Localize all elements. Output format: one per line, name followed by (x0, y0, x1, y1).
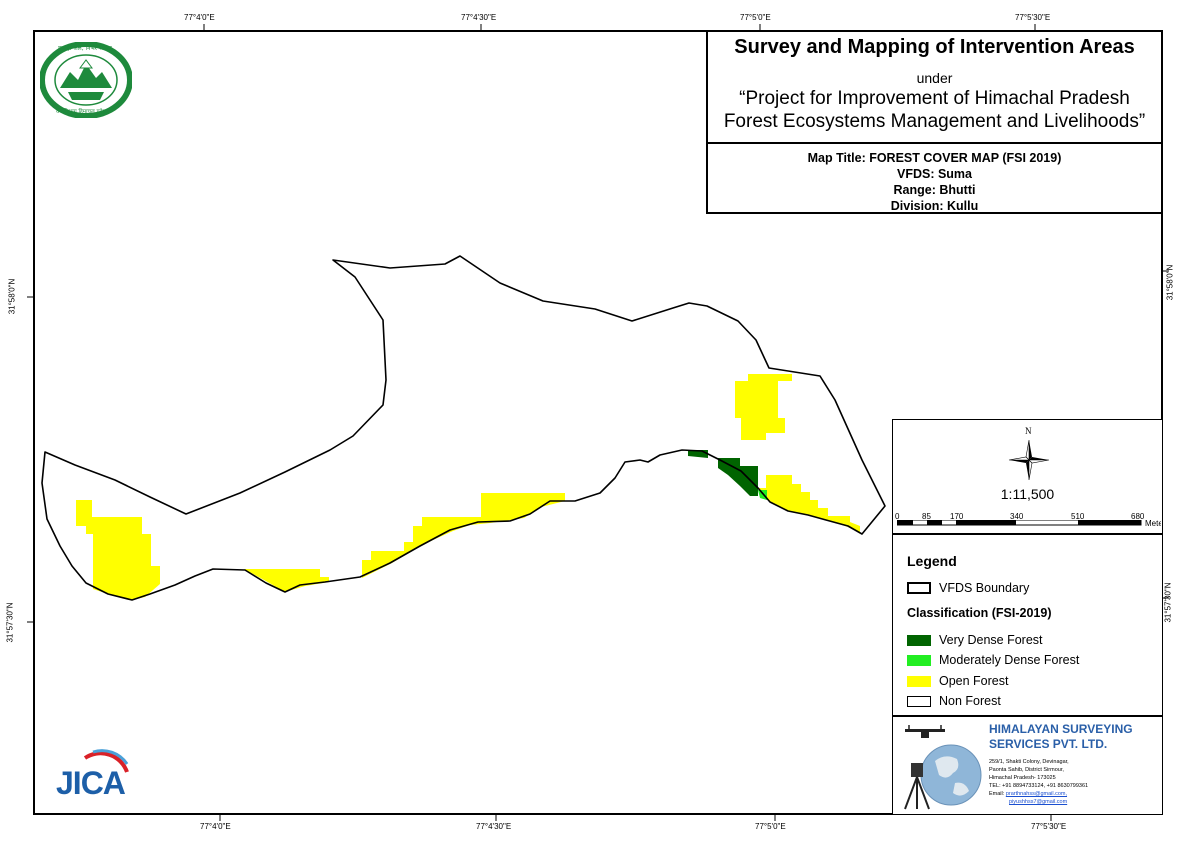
scale-tick-85: 85 (922, 512, 931, 521)
scale-tick-0: 0 (895, 512, 900, 521)
coord-bottom-4: 77°5'30"E (1031, 822, 1067, 831)
scale-unit: Meters (1145, 519, 1161, 528)
legend-item-very-dense: Very Dense Forest (907, 633, 1043, 647)
legend-item-moderately-dense: Moderately Dense Forest (907, 653, 1079, 667)
title-divider (708, 142, 1161, 144)
scale-tick-680: 680 (1131, 512, 1145, 521)
north-arrow-icon (1008, 439, 1050, 481)
open-forest-west (76, 500, 160, 600)
title-block: Survey and Mapping of Intervention Areas… (706, 30, 1163, 214)
surveying-equipment-logo (904, 725, 982, 810)
legend-swatch-very-dense (907, 634, 931, 646)
legend-swatch-moderately-dense (907, 654, 931, 666)
main-title: Survey and Mapping of Intervention Areas (734, 36, 1135, 58)
moderately-dense-patch-1 (758, 490, 767, 500)
jica-logo (83, 749, 129, 773)
company-block: HIMALAYAN SURVEYING SERVICES PVT. LTD. 2… (892, 716, 1163, 815)
open-forest-northeast (735, 374, 792, 440)
legend-label-boundary: VFDS Boundary (939, 581, 1030, 595)
company-tel: TEL: +91 8894733124, +91 8630799361 (989, 783, 1089, 789)
company-email-link-1[interactable]: prarthnahss@gmail.com, (1005, 791, 1068, 797)
scale-ratio: 1:11,500 (1000, 486, 1055, 502)
scale-bar (897, 520, 1142, 526)
open-forest-east (758, 475, 860, 532)
legend-label-non-forest: Non Forest (939, 694, 1001, 708)
vfds-name: VFDS: Suma (896, 167, 972, 181)
company-address-1: 259/1, Shakti Colony, Devinagar, (989, 759, 1069, 765)
company-name-line-1: HIMALAYAN SURVEYING (989, 722, 1133, 736)
company-address-3: Himachal Pradesh- 173025 (989, 775, 1056, 781)
company-email-row: Email: prarthnahss@gmail.com, (989, 791, 1067, 797)
very-dense-forest-patches (688, 450, 758, 496)
north-label: N (1025, 426, 1032, 436)
coord-bottom-1: 77°4'0"E (200, 822, 231, 831)
coord-top-2: 77°4'30"E (461, 13, 497, 22)
legend-swatch-open-forest (907, 675, 931, 687)
legend-item-open-forest: Open Forest (907, 674, 1008, 688)
title-under: under (916, 70, 953, 86)
forest-logo-text-top: वन ही जल, निर्भर जनता (58, 45, 112, 52)
company-address-2: Paonta Sahib, District Sirmour, (989, 767, 1064, 773)
legend-swatch-non-forest (907, 695, 931, 707)
drone-icon (905, 725, 945, 738)
legend-label-moderately-dense: Moderately Dense Forest (939, 653, 1080, 667)
open-forest-patches (76, 374, 860, 600)
forest-department-logo (40, 42, 132, 118)
company-email-label: Email: (989, 791, 1005, 797)
legend-swatch-boundary (907, 582, 931, 594)
coord-bottom-3: 77°5'0"E (755, 822, 786, 831)
legend-item-boundary: VFDS Boundary (907, 581, 1029, 595)
project-line-2: Forest Ecosystems Management and Livelih… (723, 111, 1146, 132)
total-station-icon (904, 763, 930, 810)
forest-logo-text-bottom: वन विभाग हिमाचल प्रदेश (56, 109, 107, 115)
company-name-line-2: SERVICES PVT. LTD. (989, 737, 1108, 751)
project-line-1: “Project for Improvement of Himachal Pra… (739, 88, 1130, 109)
coord-bottom-2: 77°4'30"E (476, 822, 512, 831)
range-name: Range: Bhutti (893, 183, 976, 197)
open-forest-south-2 (362, 493, 565, 578)
legend-item-non-forest: Non Forest (907, 694, 1001, 708)
north-scale-box: N 1:11,500 0 85 170 340 510 680 Meters (892, 419, 1163, 534)
coord-top-4: 77°5'30"E (1015, 13, 1051, 22)
map-title: Map Title: FOREST COVER MAP (FSI 2019) (807, 151, 1062, 165)
jica-logo-text: JICA (56, 765, 126, 801)
scale-tick-170: 170 (950, 512, 964, 521)
coord-top-3: 77°5'0"E (740, 13, 771, 22)
open-forest-south-1 (244, 569, 329, 592)
scale-tick-340: 340 (1010, 512, 1024, 521)
legend-label-very-dense: Very Dense Forest (939, 633, 1043, 647)
classification-title: Classification (FSI-2019) (907, 606, 1052, 620)
company-email-link-2[interactable]: piyushhss7@gmail.com (1009, 799, 1068, 805)
coord-top-1: 77°4'0"E (184, 13, 215, 22)
division-name: Division: Kullu (890, 199, 979, 213)
very-dense-patch-2 (718, 458, 758, 496)
legend-title: Legend (907, 553, 957, 569)
legend: Legend VFDS Boundary Classification (FSI… (892, 534, 1163, 716)
scale-tick-510: 510 (1071, 512, 1085, 521)
vfds-boundary (41, 255, 886, 601)
legend-label-open-forest: Open Forest (939, 674, 1009, 688)
moderately-dense-forest-patches (758, 490, 767, 500)
